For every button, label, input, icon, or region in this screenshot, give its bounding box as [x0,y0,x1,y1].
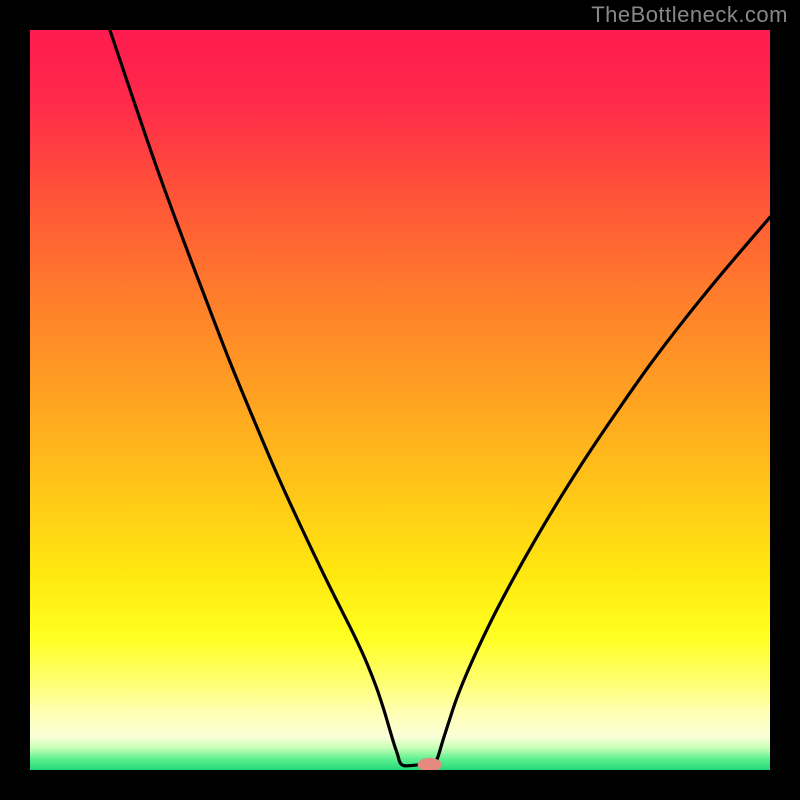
plot-area [30,30,770,770]
chart-svg [30,30,770,770]
chart-frame: TheBottleneck.com [0,0,800,800]
chart-background [30,30,770,770]
watermark-text: TheBottleneck.com [591,2,788,28]
